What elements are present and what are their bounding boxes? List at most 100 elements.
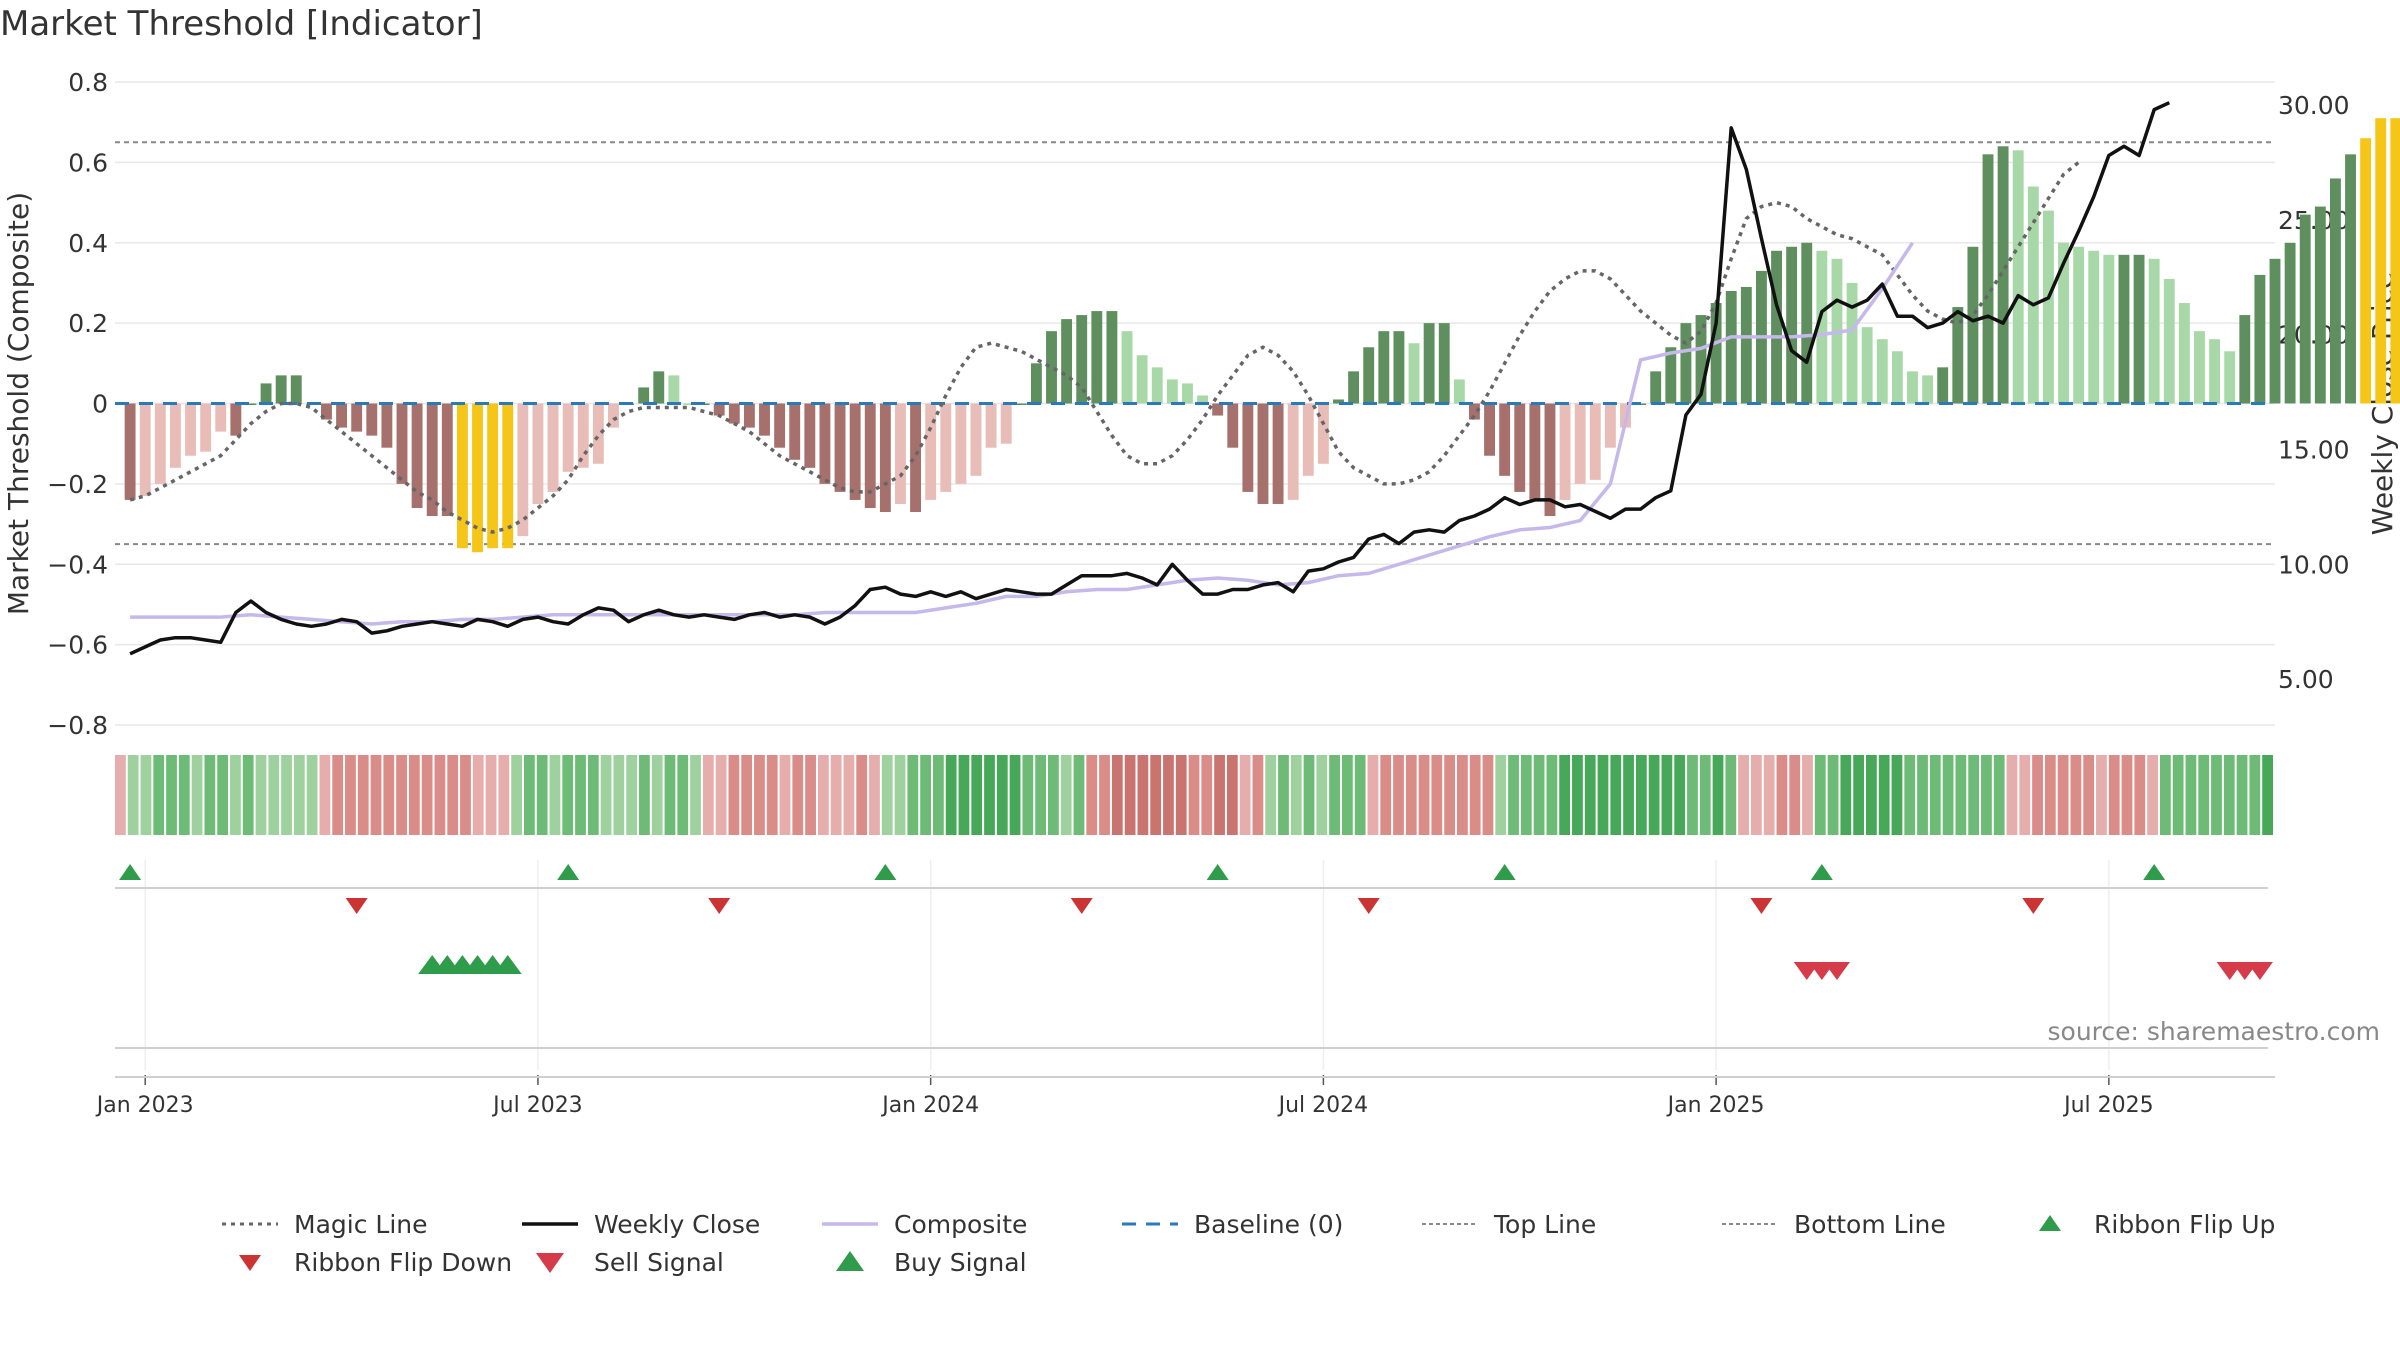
composite-bar bbox=[1846, 282, 1858, 404]
composite-bar bbox=[683, 403, 695, 405]
sell-signal-marker bbox=[1823, 962, 1850, 980]
ribbon-cell bbox=[1035, 755, 1047, 835]
composite-bar bbox=[2178, 303, 2190, 404]
ribbon-cell bbox=[447, 755, 459, 835]
composite-bar bbox=[2103, 254, 2115, 404]
composite-bar bbox=[819, 403, 831, 484]
composite-bar bbox=[275, 375, 287, 404]
composite-bar bbox=[472, 403, 483, 553]
composite-bar bbox=[2345, 154, 2356, 404]
y-tick-label-left: 0.4 bbox=[68, 229, 108, 258]
ribbon-cell bbox=[1175, 755, 1187, 835]
composite-bar bbox=[1046, 331, 1057, 404]
composite-bar bbox=[2209, 339, 2221, 404]
ribbon-cell bbox=[127, 755, 139, 835]
ribbon-cell bbox=[1150, 755, 1162, 835]
ribbon-cell bbox=[1431, 755, 1443, 835]
composite-bar bbox=[910, 403, 921, 513]
ribbon-cell bbox=[830, 755, 842, 835]
composite-bar bbox=[2390, 118, 2400, 404]
ribbon-cell bbox=[1533, 755, 1545, 835]
legend-item-magic-line: Magic Line bbox=[220, 1210, 520, 1239]
ribbon-cell bbox=[485, 755, 497, 835]
ribbon-cell bbox=[1610, 755, 1622, 835]
ribbon-cell bbox=[1635, 755, 1647, 835]
ribbon-cell bbox=[754, 755, 765, 835]
ribbon-cell bbox=[1252, 755, 1264, 835]
ribbon-cell bbox=[1750, 755, 1762, 835]
composite-bar bbox=[1574, 403, 1586, 484]
composite-bar bbox=[1287, 403, 1299, 500]
composite-bar bbox=[169, 403, 181, 468]
composite-bar bbox=[1801, 242, 1813, 404]
ribbon-cell bbox=[1405, 755, 1417, 835]
ribbon-cell bbox=[741, 755, 753, 835]
legend-item-buy-signal: Buy Signal bbox=[820, 1248, 1120, 1277]
ribbon-cell bbox=[1763, 755, 1775, 835]
weekly-close-line bbox=[129, 101, 2171, 656]
ribbon-cell bbox=[1418, 755, 1430, 835]
composite-bar bbox=[1786, 246, 1798, 404]
composite-bar bbox=[1514, 403, 1526, 492]
composite-bar bbox=[713, 403, 725, 416]
ribbon-cell bbox=[166, 755, 177, 835]
ribbon-cell bbox=[217, 755, 229, 835]
composite-bar bbox=[1484, 403, 1495, 456]
ribbon-cell bbox=[2211, 755, 2222, 835]
composite-bar bbox=[1604, 403, 1616, 448]
ribbon-cell bbox=[766, 755, 778, 835]
composite-bar bbox=[638, 387, 650, 404]
composite-bar bbox=[1665, 347, 1677, 404]
composite-bar bbox=[260, 383, 272, 404]
legend-label: Top Line bbox=[1494, 1209, 1597, 1239]
ribbon-cell bbox=[460, 755, 471, 835]
ribbon-cell bbox=[1367, 755, 1379, 835]
ribbon-cell bbox=[945, 755, 957, 835]
composite-bar bbox=[849, 403, 861, 500]
ribbon-cell bbox=[1559, 755, 1571, 835]
x-tick-label: Jan 2025 bbox=[1666, 1093, 1765, 1118]
ribbon-cell bbox=[1329, 755, 1340, 835]
composite-bar bbox=[2224, 351, 2236, 404]
composite-bar bbox=[124, 403, 136, 500]
composite-bar bbox=[1227, 403, 1239, 448]
ribbon-cell bbox=[408, 755, 420, 835]
composite-bar bbox=[139, 403, 151, 496]
ribbon-cell bbox=[639, 755, 650, 835]
ribbon-cell bbox=[2121, 755, 2133, 835]
ribbon-cell bbox=[1290, 755, 1302, 835]
ribbon-cell bbox=[920, 755, 931, 835]
ribbon-cell bbox=[370, 755, 382, 835]
composite-bar bbox=[1257, 403, 1269, 504]
composite-bar bbox=[834, 403, 846, 492]
ribbon-cell bbox=[396, 755, 407, 835]
ribbon-cell bbox=[2134, 755, 2146, 835]
composite-bar bbox=[1529, 403, 1541, 500]
ribbon-cell bbox=[153, 755, 165, 835]
ribbon-cell bbox=[1738, 755, 1749, 835]
composite-bar bbox=[789, 403, 801, 460]
legend-item-sell-signal: Sell Signal bbox=[520, 1248, 820, 1277]
ribbon-flip-up-marker bbox=[874, 864, 897, 880]
ribbon-cell bbox=[702, 755, 714, 835]
ribbon-cell bbox=[1341, 755, 1353, 835]
ribbon-cell bbox=[1699, 755, 1711, 835]
ribbon-cell bbox=[626, 755, 638, 835]
x-tick-label: Jul 2023 bbox=[491, 1093, 583, 1118]
ribbon-cell bbox=[1584, 755, 1596, 835]
ribbon-cell bbox=[856, 755, 868, 835]
ribbon-cell bbox=[191, 755, 203, 835]
composite-bar bbox=[1438, 323, 1450, 404]
composite-bar bbox=[2148, 258, 2160, 404]
ribbon-flip-down-marker bbox=[1357, 898, 1380, 914]
ribbon-cell bbox=[2019, 755, 2031, 835]
ribbon-cell bbox=[1942, 755, 1954, 835]
ribbon-flip-up-marker bbox=[1493, 864, 1516, 880]
composite-bar bbox=[1136, 355, 1148, 404]
x-tick-label: Jul 2025 bbox=[2062, 1093, 2154, 1118]
y-tick-label-left: −0.8 bbox=[47, 711, 108, 740]
ribbon-cell bbox=[383, 755, 395, 835]
legend-item-composite: Composite bbox=[820, 1210, 1120, 1239]
composite-bar bbox=[2269, 258, 2281, 404]
y-tick-label-left: −0.6 bbox=[47, 631, 108, 660]
